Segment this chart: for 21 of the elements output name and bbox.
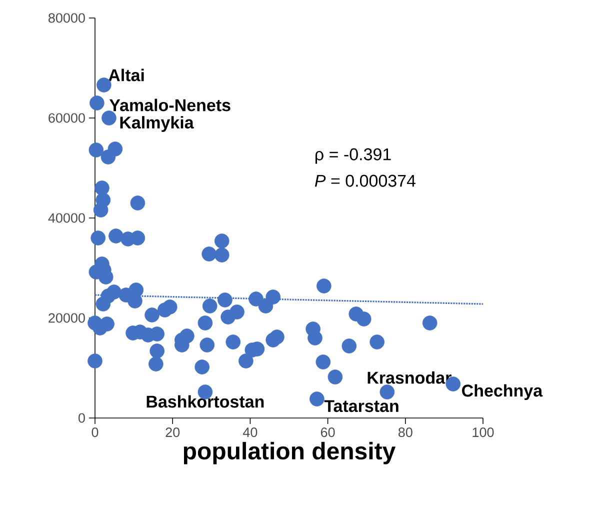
annotation: Yamalo-Nenets [109,98,230,112]
y-tick-label: 80000 [48,13,85,23]
x-tick-label: 40 [243,428,258,438]
annotation: Chechnya [462,384,543,400]
annotation: P = 0.000374 [314,174,416,187]
x-tick-label: 0 [92,428,98,438]
annotation: Tatarstan [324,400,398,412]
y-tick-label: 40000 [48,213,85,223]
annotation: Kalmykia [120,116,194,132]
y-tick-label: 60000 [48,113,85,123]
x-axis-title: population density [184,442,396,464]
x-tick-label: 60 [320,428,335,438]
annotation: ρ = -0.391 [316,148,391,164]
annotation: Krasnodar [368,371,452,384]
x-tick-label: 80 [398,428,412,438]
y-tick-label: 0 [78,413,85,423]
annotation: Altai [108,68,144,82]
x-tick-label: 20 [166,428,180,438]
y-tick-label: 20000 [48,313,85,323]
x-tick-label: 100 [472,428,494,438]
annotation: Bashkortostan [146,395,264,408]
